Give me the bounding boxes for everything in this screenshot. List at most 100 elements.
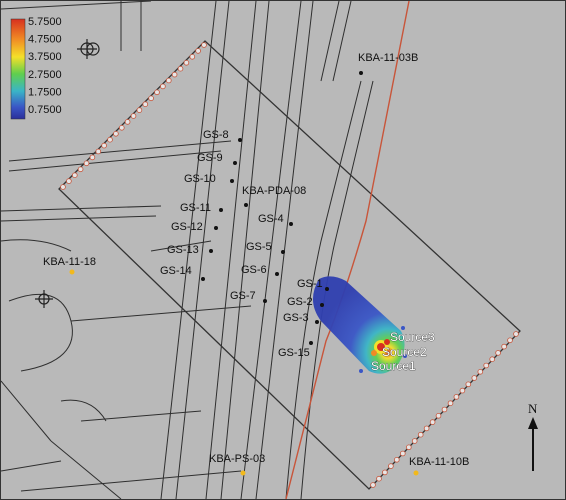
- svg-text:KBA-11-03B: KBA-11-03B: [358, 52, 418, 64]
- boundary-node: [423, 425, 430, 432]
- boundary-node: [483, 362, 490, 369]
- monitoring-point-gs-9: GS-9: [197, 152, 237, 165]
- boundary-node: [471, 375, 478, 381]
- monitoring-point-gs-5: GS-5: [246, 241, 285, 254]
- boundary-node: [388, 463, 394, 469]
- boundary-node: [489, 356, 496, 363]
- boundary-node: [417, 431, 424, 438]
- well-kba-11-18: KBA-11-18: [43, 256, 96, 275]
- boundary-node: [171, 71, 178, 78]
- boundary-node: [72, 172, 78, 179]
- boundary-node: [513, 331, 519, 337]
- legend-tick-label: 0.7500: [28, 104, 62, 116]
- boundary-node: [136, 107, 143, 113]
- svg-text:GS-2: GS-2: [287, 296, 313, 308]
- concentration-legend: 5.7500 4.7500 3.7500 2.7500 1.7500 0.7500: [10, 16, 62, 120]
- boundary-node: [189, 53, 196, 60]
- boundary-node: [119, 125, 125, 131]
- crosshair-icon: [77, 39, 100, 59]
- legend-tick-label: 2.7500: [28, 69, 62, 81]
- svg-text:N: N: [528, 401, 538, 416]
- north-arrow-icon: N: [528, 401, 538, 471]
- wells: KBA-11-18 KBA-PS-03 KBA-11-10B: [43, 256, 469, 476]
- monitoring-point-kba-11-03b: KBA-11-03B: [358, 52, 418, 75]
- source-3-label: Source3: [390, 330, 435, 344]
- legend-tick-label: 3.7500: [28, 51, 62, 63]
- svg-text:KBA-PS-03: KBA-PS-03: [209, 453, 265, 465]
- monitoring-point-gs-10: GS-10: [184, 173, 234, 185]
- boundary-node: [399, 450, 406, 457]
- site-linework: [1, 1, 374, 499]
- svg-text:GS-4: GS-4: [258, 213, 284, 225]
- boundary-node: [501, 343, 507, 350]
- svg-text:KBA-11-10B: KBA-11-10B: [409, 456, 469, 468]
- legend-color-bar: [10, 18, 26, 120]
- svg-text:KBA-PDA-08: KBA-PDA-08: [242, 185, 306, 197]
- svg-text:GS-7: GS-7: [230, 290, 256, 302]
- boundary-node: [429, 419, 436, 425]
- legend-tick-label: 5.7500: [28, 16, 62, 28]
- boundary-node: [166, 77, 172, 84]
- monitoring-point-gs-2: GS-2: [287, 296, 324, 308]
- source-1-label: Source1: [371, 359, 416, 373]
- source-labels: Source3 Source2 Source1: [371, 330, 436, 374]
- monitoring-point-kba-pda-08: KBA-PDA-08: [242, 185, 306, 207]
- monitoring-point-gs-7: GS-7: [230, 290, 267, 303]
- boundary-node: [177, 65, 184, 72]
- monitoring-point-gs-8: GS-8: [203, 129, 242, 142]
- boundary-node: [393, 456, 400, 463]
- boundary-node: [154, 89, 160, 96]
- concentration-plume: [312, 276, 407, 374]
- source-2-label: Source2: [382, 345, 427, 359]
- svg-text:GS-8: GS-8: [203, 129, 229, 141]
- boundary-node: [124, 119, 131, 125]
- monitoring-point-gs-14: GS-14: [160, 265, 205, 281]
- boundary-node: [89, 154, 96, 161]
- boundary-node: [195, 48, 201, 54]
- boundary-node: [95, 148, 102, 155]
- svg-text:GS-14: GS-14: [160, 265, 192, 277]
- well-kba-ps-03: KBA-PS-03: [209, 453, 265, 476]
- monitoring-point-gs-1: GS-1: [297, 278, 329, 291]
- boundary-node: [382, 469, 388, 476]
- monitoring-point-gs-12: GS-12: [171, 221, 218, 233]
- boundary-nodes: [60, 42, 519, 488]
- crosshair-icon: [35, 290, 53, 308]
- boundary-node: [453, 394, 460, 400]
- boundary-node: [77, 166, 84, 173]
- svg-text:GS-5: GS-5: [246, 241, 272, 253]
- boundary-node: [405, 444, 412, 451]
- boundary-node: [507, 337, 513, 344]
- boundary-node: [66, 178, 72, 184]
- svg-text:GS-10: GS-10: [184, 173, 216, 185]
- svg-text:GS-15: GS-15: [278, 347, 310, 359]
- svg-text:GS-12: GS-12: [171, 221, 203, 233]
- svg-text:GS-13: GS-13: [167, 244, 199, 256]
- boundary-node: [201, 42, 207, 48]
- legend-tick-label: 1.7500: [28, 86, 62, 98]
- boundary-node: [447, 400, 454, 407]
- boundary-node: [148, 95, 154, 102]
- boundary-node: [459, 387, 466, 394]
- boundary-node: [113, 131, 119, 137]
- monitoring-point-gs-15: GS-15: [278, 341, 313, 359]
- boundary-node: [101, 142, 107, 149]
- model-domain-boundary: [58, 40, 521, 490]
- boundary-node: [376, 475, 382, 482]
- monitoring-point-gs-4: GS-4: [258, 213, 293, 226]
- svg-text:KBA-11-18: KBA-11-18: [43, 256, 96, 268]
- boundary-node: [441, 406, 448, 413]
- svg-text:GS-9: GS-9: [197, 152, 223, 164]
- well-kba-11-10b: KBA-11-10B: [409, 456, 469, 476]
- boundary-node: [465, 381, 472, 388]
- monitoring-points: GS-8 GS-9 GS-10 GS-11 GS-12 GS-13 GS-14 …: [160, 52, 418, 359]
- legend-tick-label: 4.7500: [28, 34, 62, 46]
- boundary-node: [130, 113, 137, 119]
- boundary-node: [411, 438, 418, 444]
- boundary-node: [435, 412, 442, 419]
- boundary-node: [160, 83, 166, 90]
- boundary-node: [495, 350, 501, 356]
- svg-text:GS-11: GS-11: [180, 202, 211, 214]
